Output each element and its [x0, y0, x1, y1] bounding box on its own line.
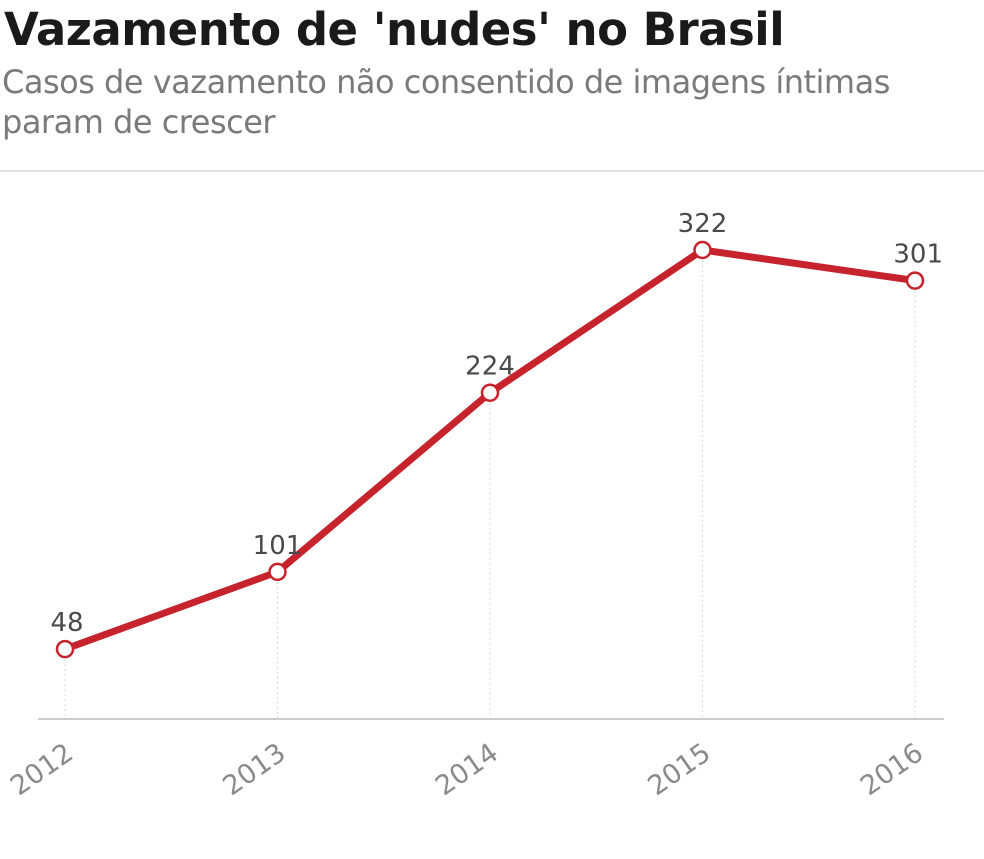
data-label-2015: 322	[678, 209, 728, 239]
x-axis-ticks: 2012 2013 2014 2015 2016	[5, 737, 929, 802]
data-point-2016	[905, 271, 925, 290]
x-tick-label-2013: 2013	[217, 737, 291, 802]
x-tick-label-2015: 2015	[642, 737, 716, 802]
gridlines	[64, 250, 916, 719]
chart-title: Vazamento de 'nudes' no Brasil	[4, 3, 785, 56]
x-tick-label-2016: 2016	[855, 737, 929, 802]
data-point-2015	[693, 240, 712, 260]
chart-subtitle: Casos de vazamento não consentido de ima…	[2, 63, 890, 141]
data-label-2012: 48	[50, 608, 83, 638]
data-points	[55, 240, 925, 659]
data-label-2014: 224	[465, 352, 515, 382]
x-tick-label-2012: 2012	[5, 737, 79, 802]
data-point-2013	[268, 562, 287, 582]
data-label-2016: 301	[893, 240, 943, 270]
data-labels: 48 101 224 322 301	[50, 209, 943, 638]
data-point-2012	[55, 639, 75, 659]
data-point-2014	[480, 383, 500, 402]
data-label-2013: 101	[253, 531, 303, 561]
x-tick-label-2014: 2014	[430, 737, 504, 802]
header-divider	[0, 170, 984, 172]
